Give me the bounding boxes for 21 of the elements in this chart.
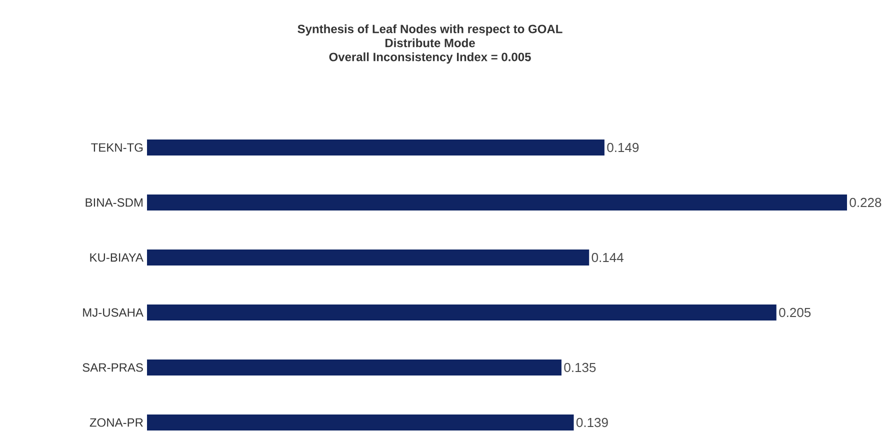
bar [147, 194, 848, 211]
bar [147, 414, 574, 431]
data-label: 0.205 [779, 308, 811, 318]
data-label: 0.228 [850, 198, 882, 208]
y-tick-label: KU-BIAYA [90, 253, 144, 262]
data-label: 0.139 [576, 418, 608, 428]
chart-title: Synthesis of Leaf Nodes with respect to GOAL [298, 24, 562, 36]
data-label: 0.135 [564, 362, 596, 372]
chart-subtitle: Distribute Mode [385, 38, 475, 48]
y-tick-label: SAR-PRAS [82, 363, 143, 372]
bar [147, 304, 776, 321]
y-tick-label: ZONA-PR [90, 418, 143, 427]
y-tick-label: MJ-USAHA [83, 308, 144, 317]
text: Overall Inconsistency Index = 0.005 [329, 52, 531, 64]
y-tick-label: TEKN-TG [91, 143, 143, 152]
data-label: 0.149 [607, 142, 639, 152]
y-tick-label: BINA-SDM [86, 198, 142, 207]
bar [147, 360, 562, 376]
bar [147, 250, 590, 266]
data-label: 0.144 [592, 252, 624, 262]
bar [147, 140, 604, 156]
